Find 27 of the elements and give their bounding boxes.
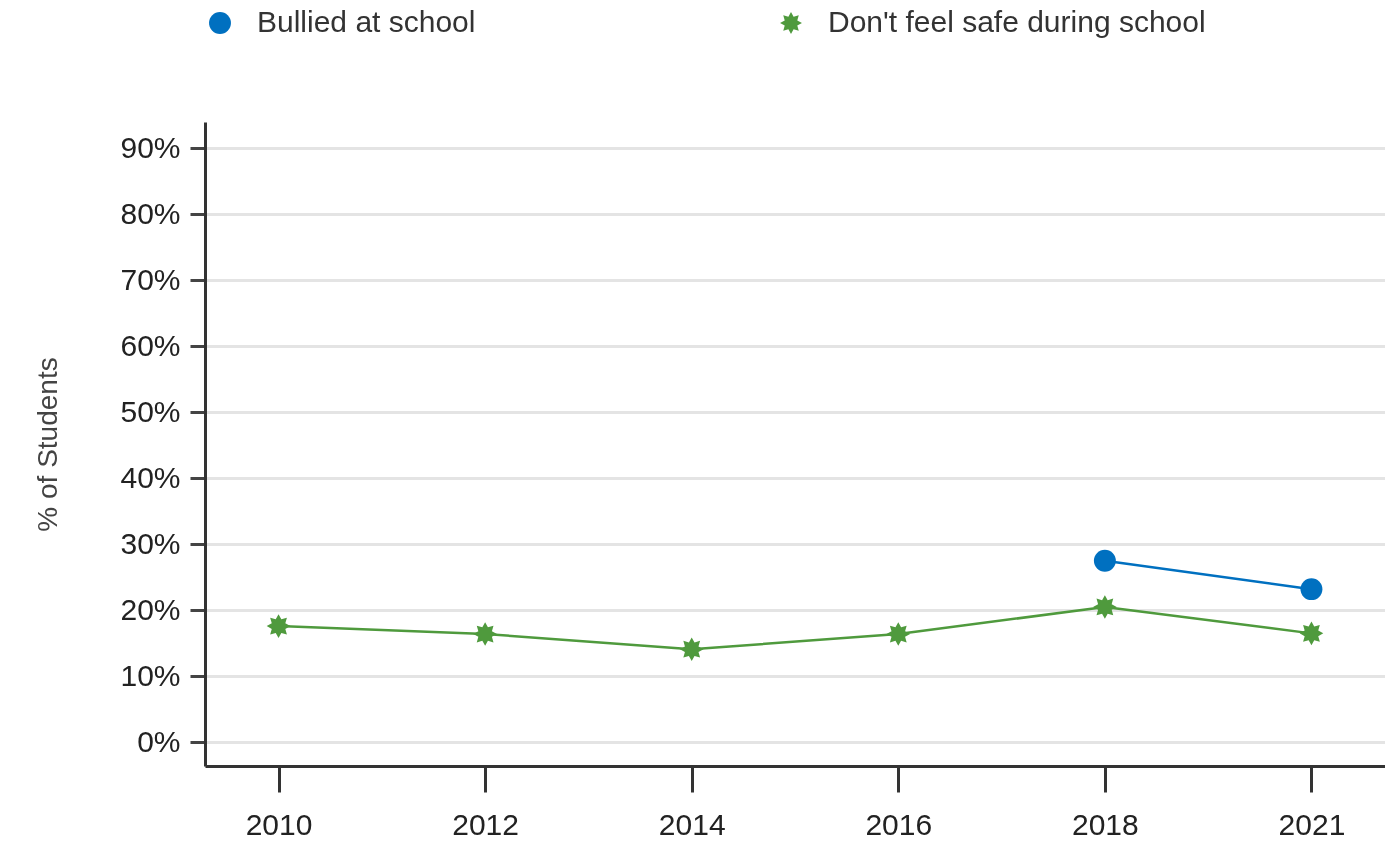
y-tick-label: 70%: [120, 262, 181, 296]
point: [1093, 549, 1116, 572]
y-axis-title: % of Students: [32, 357, 64, 532]
legend-label: Don't feel safe during school: [828, 5, 1206, 38]
x-tick-label: 2012: [452, 807, 519, 841]
x-tick-label: 2018: [1072, 807, 1139, 841]
y-tick-label: 20%: [120, 592, 181, 626]
point: [679, 637, 704, 662]
y-tick-label: 30%: [120, 526, 181, 560]
point: [1300, 578, 1323, 601]
x-tick-label: 2010: [245, 807, 313, 841]
point: [886, 622, 911, 646]
x-tick-label: 2016: [865, 807, 933, 841]
x-tick-label: 2014: [658, 807, 726, 841]
y-tick-label: 0%: [137, 724, 181, 758]
y-tick-label: 40%: [120, 460, 181, 494]
x-tick-label: 2021: [1278, 807, 1346, 841]
point: [1093, 595, 1117, 619]
y-tick-label: 90%: [120, 130, 181, 164]
y-tick-label: 50%: [120, 394, 181, 428]
legend-label: Bullied at school: [257, 5, 476, 38]
point: [473, 622, 497, 646]
y-tick-label: 10%: [120, 658, 181, 692]
y-tick-label: 80%: [120, 196, 181, 230]
point: [266, 614, 291, 638]
y-tick-label: 60%: [120, 328, 181, 362]
point: [1299, 621, 1324, 646]
